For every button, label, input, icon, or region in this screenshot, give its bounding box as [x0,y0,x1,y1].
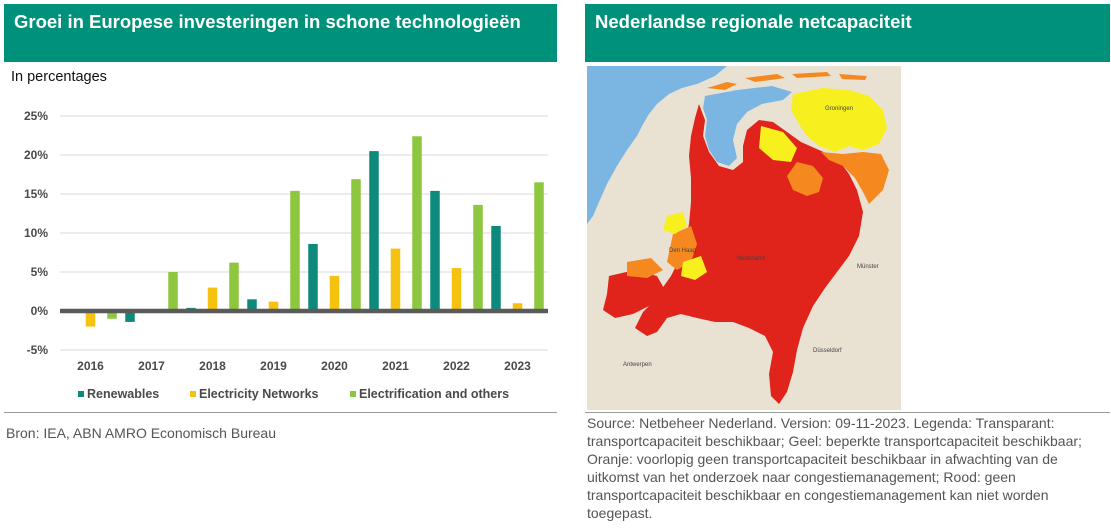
x-tick-label: 2022 [443,359,470,373]
bar-electricity-networks-2022 [451,268,462,311]
bar-electrification-and-others-2021 [412,136,422,311]
bar-renewables-2017 [125,311,135,322]
x-tick-label: 2021 [382,359,409,373]
left-divider [4,412,557,413]
right-divider [585,412,1110,413]
bar-electricity-networks-2019 [268,301,279,311]
wadden-islands [707,72,867,90]
bar-electrification-and-others-2018 [229,262,239,311]
left-source-note: Bron: IEA, ABN AMRO Economisch Bureau [6,425,277,441]
map-title: Nederlandse regionale netcapaciteit [585,4,1110,62]
region-orange-west [667,226,697,270]
region-orange-east [821,152,889,204]
map-label-groningen: Groningen [825,106,853,112]
region-yellow-randstad [681,256,707,280]
bar-electrification-and-others-2019 [290,190,300,311]
bar-electricity-networks-2020 [329,275,340,311]
bar-electrification-and-others-2023 [534,182,544,311]
netherlands-capacity-map: Groningen Nederland Den Haag Düsseldorf … [587,66,901,410]
map-label-munster: Münster [857,264,879,270]
bar-renewables-2021 [369,151,379,311]
region-yellow-north [791,88,887,152]
legend-swatch [190,391,196,397]
region-yellow-central [759,126,797,162]
y-axis-ticks: -5% 0% 5% 10% 15% 20% 25% [24,109,48,357]
map-label-den-haag: Den Haag [669,248,696,254]
map-label-dusseldorf: Düsseldorf [813,348,842,354]
map-label-antwerpen: Antwerpen [623,362,652,368]
x-tick-label: 2019 [260,359,287,373]
y-tick-label: 0% [31,304,49,318]
gridlines [60,115,548,351]
x-tick-label: 2018 [199,359,226,373]
legend-entry: Electrification and others [359,387,509,401]
bar-renewables-2020 [308,243,318,311]
bar-electrification-and-others-2022 [473,204,483,311]
bar-electrification-and-others-2016 [107,311,117,319]
map-label-nederland: Nederland [737,256,765,262]
y-tick-label: 20% [24,148,48,162]
legend-swatch [350,391,356,397]
bar-chart: -5% 0% 5% 10% 15% 20% 25% 2016 2017 2018 2019 2020… [24,109,548,401]
x-tick-label: 2023 [504,359,531,373]
bar-electricity-networks-2018 [207,287,218,311]
y-tick-label: 15% [24,187,48,201]
bars [64,136,544,327]
region-orange-east-2 [787,162,823,196]
bar-electricity-networks-2023 [512,303,523,311]
north-sea [587,66,727,224]
bar-electricity-networks-2016 [85,311,96,327]
bar-electricity-networks-2021 [390,248,401,311]
legend-entry: Electricity Networks [199,387,319,401]
unit-label: In percentages [11,69,107,85]
bar-renewables-2023 [491,225,501,311]
ijsselmeer [703,86,792,166]
y-tick-label: 10% [24,226,48,240]
bar-electrification-and-others-2017 [168,272,178,311]
region-zeeland [603,270,665,318]
x-tick-label: 2017 [138,359,165,373]
legend-swatch [78,391,84,397]
legend-entry: Renewables [87,387,159,401]
y-tick-label: 25% [24,109,48,123]
right-source-note: Source: Netbeheer Nederland. Version: 09… [587,415,1082,521]
bar-renewables-2022 [430,190,440,311]
region-orange-southwest [627,258,663,278]
y-tick-label: -5% [27,343,49,357]
chart-title: Groei in Europese investeringen in schon… [4,4,557,62]
region-yellow-west [663,212,687,234]
bar-electrification-and-others-2020 [351,179,361,311]
y-tick-label: 5% [31,265,49,279]
bar-renewables-2019 [247,299,257,311]
x-tick-label: 2016 [77,359,104,373]
x-axis-ticks: 2016 2017 2018 2019 2020 2021 2022 2023 [77,359,531,373]
legend: Renewables Electricity Networks Electrific… [78,387,509,401]
x-tick-label: 2020 [321,359,348,373]
